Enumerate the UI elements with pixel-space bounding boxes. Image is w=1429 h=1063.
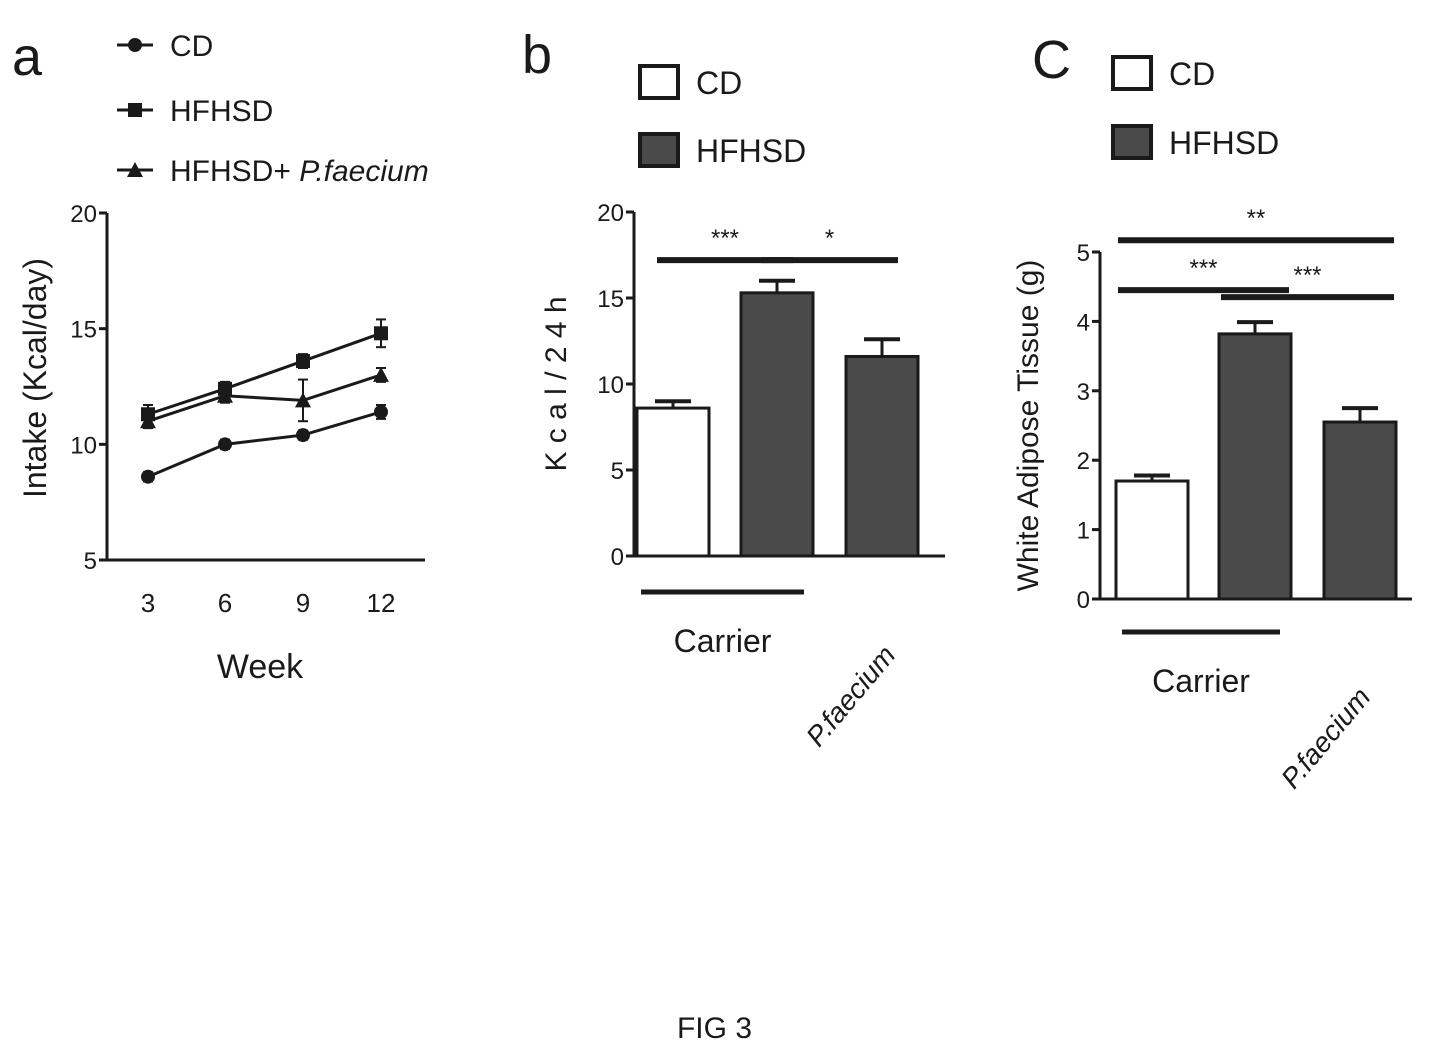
series-line-1: [148, 333, 381, 414]
legend-swatch-1: [640, 134, 678, 166]
y-tick-label-1: 10: [70, 432, 97, 459]
data-point-2-3: [373, 367, 389, 382]
group-label-carrier: Carrier: [674, 623, 772, 659]
legend-label-italic-2: P.faecium: [299, 155, 429, 188]
bar-0: [637, 408, 709, 556]
data-point-1-3: [374, 326, 388, 340]
bar-chart-kcal: bCDHFHSD05101520K c a l / 2 4 h****Carri…: [500, 0, 960, 780]
y-tick-label-3: 20: [70, 201, 97, 228]
legend-label-1: HFHSD: [696, 133, 806, 169]
legend-label-0: CD: [170, 30, 213, 63]
legend-marker-1: [128, 103, 142, 117]
series-line-0: [148, 412, 381, 477]
legend-label-0: CD: [696, 65, 742, 101]
y-tick-label-5: 5: [1077, 240, 1090, 267]
legend-label-1: HFHSD: [1169, 125, 1279, 161]
bar-1: [1219, 334, 1291, 599]
data-point-0-2: [296, 428, 310, 442]
legend-label-2: HFHSD+ P.faecium: [170, 155, 429, 188]
data-point-0-3: [374, 405, 388, 419]
group-label-p-faecium: P.faecium: [1275, 682, 1376, 795]
bar-2: [1324, 422, 1396, 599]
y-tick-label-1: 1: [1077, 518, 1090, 545]
legend-swatch-1: [1113, 126, 1151, 158]
y-tick-label-1: 5: [611, 458, 624, 485]
panel-a: a CD HFHSD HFHSD+ P.faecium 5 10 15 20 3 6 9 12 Week…: [0, 0, 460, 725]
bar-1: [741, 293, 813, 556]
x-tick-label-3: 12: [367, 588, 396, 618]
bar-2: [846, 356, 918, 556]
panel-label-1: b: [522, 25, 552, 85]
group-label-p-faecium: P.faecium: [800, 640, 901, 753]
y-axis-label: White Adipose Tissue (g): [1012, 260, 1045, 592]
significance-label-0: ***: [711, 225, 739, 252]
panel-label-a: a: [12, 27, 43, 87]
group-label-carrier: Carrier: [1152, 663, 1250, 699]
series-line-2: [148, 375, 381, 421]
legend-marker-0: [128, 38, 142, 52]
significance-label-1: *: [825, 225, 834, 252]
significance-label-1: ***: [1293, 262, 1321, 289]
panel-c: C CD HFHSD 0 1 2 3 4 5 White Adipose Tissue (g) **…: [990, 0, 1429, 825]
y-tick-label-4: 4: [1077, 309, 1090, 336]
y-tick-label-2: 10: [597, 372, 624, 399]
y-axis-label: Intake (Kcal/day): [17, 258, 53, 498]
bar-chart-white-adipose-tissue: C CD HFHSD 0 1 2 3 4 5 White Adipose Tissue (g) **…: [990, 0, 1429, 820]
significance-label-2: **: [1247, 205, 1266, 232]
legend-label-1: HFHSD: [170, 95, 273, 128]
line-chart-intake: a CD HFHSD HFHSD+ P.faecium 5 10 15 20 3 6 9 12 Week…: [0, 0, 460, 720]
legend-label-0: CD: [1169, 56, 1215, 92]
x-tick-label-0: 3: [141, 588, 155, 618]
y-tick-label-4: 20: [597, 200, 624, 227]
y-tick-label-3: 15: [597, 286, 624, 313]
y-tick-label-0: 0: [1077, 587, 1090, 614]
data-point-0-0: [141, 470, 155, 484]
data-point-1-2: [296, 354, 310, 368]
panel-b: bCDHFHSD05101520K c a l / 2 4 h****Carri…: [500, 0, 960, 785]
x-axis-label: Week: [217, 648, 304, 686]
bar-0: [1116, 481, 1188, 599]
y-tick-label-2: 2: [1077, 448, 1090, 475]
panel-label-2: C: [1032, 30, 1071, 90]
data-point-0-1: [218, 437, 232, 451]
y-axis-label: K c a l / 2 4 h: [540, 296, 573, 471]
legend-swatch-0: [640, 66, 678, 98]
y-tick-label-3: 3: [1077, 379, 1090, 406]
x-tick-label-1: 6: [218, 588, 232, 618]
y-tick-label-2: 15: [70, 317, 97, 344]
y-tick-label-0: 0: [611, 544, 624, 571]
y-tick-label-0: 5: [84, 548, 97, 575]
figure-caption: FIG 3: [0, 1012, 1429, 1046]
legend-swatch-0: [1113, 57, 1151, 89]
x-tick-label-2: 9: [296, 588, 310, 618]
significance-label-0: ***: [1189, 255, 1217, 282]
